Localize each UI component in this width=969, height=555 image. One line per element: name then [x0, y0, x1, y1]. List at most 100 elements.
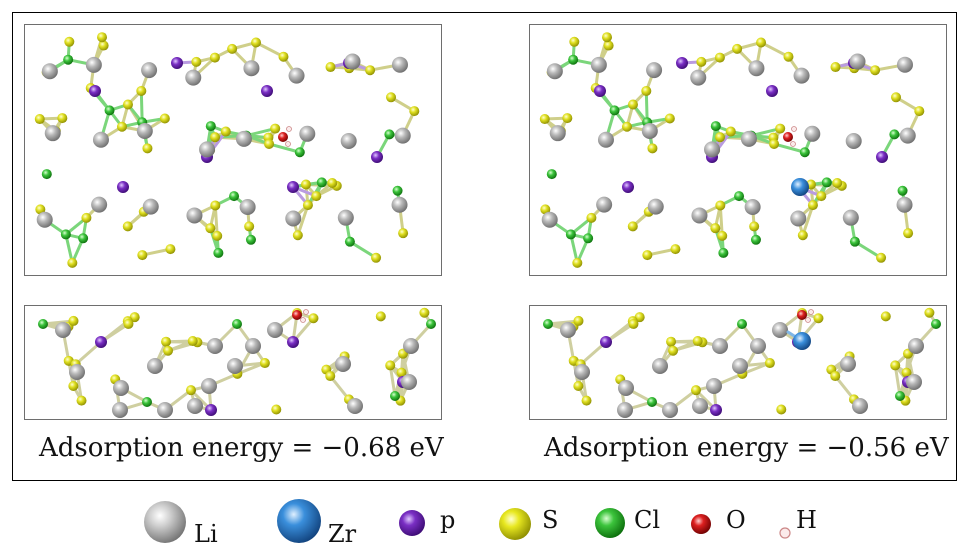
li-atom — [546, 63, 563, 80]
li-atom — [906, 374, 922, 390]
adsorption-energy-label-pure: Adsorption energy = −0.68 eV — [39, 433, 444, 463]
legend-label-cl: Cl — [634, 506, 661, 534]
li-atom — [113, 380, 129, 396]
h-atom — [300, 317, 306, 323]
s-atom — [185, 385, 196, 396]
cl-atom — [799, 147, 810, 158]
s-atom — [717, 230, 728, 241]
s-atom — [715, 200, 726, 211]
s-atom — [586, 212, 597, 223]
h-atom — [791, 126, 797, 132]
li-atom — [790, 210, 807, 227]
legend-label-li: Li — [194, 520, 218, 548]
s-atom — [775, 123, 786, 134]
li-atom — [239, 199, 256, 216]
legend-label-p: p — [440, 506, 456, 534]
cl-atom — [609, 105, 620, 116]
s-atom — [409, 106, 420, 117]
li-atom — [617, 402, 633, 418]
li-atom — [647, 198, 664, 215]
li-atom — [896, 56, 913, 73]
bond — [254, 40, 285, 59]
li-atom — [340, 133, 357, 150]
s-atom — [562, 113, 573, 124]
s-atom — [251, 37, 262, 48]
li-atom — [136, 123, 153, 140]
li-atom — [142, 198, 159, 215]
s-atom — [876, 252, 887, 263]
li-atom — [335, 356, 351, 372]
s-atom — [830, 371, 841, 382]
cl-atom — [543, 319, 553, 329]
cl-atom — [41, 169, 52, 180]
o-atom — [292, 310, 302, 320]
li-atom — [849, 53, 866, 70]
li-atom — [852, 398, 868, 414]
s-atom — [259, 358, 270, 369]
s-atom — [880, 311, 891, 322]
s-atom — [292, 230, 303, 241]
cl-atom — [931, 319, 941, 329]
s-atom — [668, 345, 679, 356]
cl-atom — [895, 391, 905, 401]
li-atom — [55, 322, 71, 338]
p-atom — [287, 181, 299, 193]
o-atom-icon — [691, 514, 711, 534]
s-atom — [97, 32, 108, 43]
bond — [772, 142, 807, 154]
li-atom — [344, 53, 361, 70]
p-atom — [95, 336, 107, 348]
s-atom — [271, 404, 282, 415]
s-atom — [419, 307, 430, 318]
s-atom — [627, 221, 638, 232]
li-atom — [690, 69, 707, 86]
cl-atom — [294, 147, 305, 158]
p-atom — [117, 181, 129, 193]
s-atom — [715, 132, 726, 143]
s-atom — [244, 221, 255, 232]
s-atom — [308, 313, 319, 324]
li-atom — [597, 131, 614, 148]
li-atom — [549, 125, 566, 142]
cl-atom — [384, 129, 395, 140]
h-atom — [285, 141, 291, 147]
li-atom — [793, 67, 810, 84]
li-atom — [804, 125, 821, 142]
s-atom — [749, 221, 760, 232]
s-atom — [187, 336, 198, 347]
s-atom — [627, 99, 638, 110]
cl-atom — [734, 191, 745, 202]
s-atom — [67, 257, 78, 268]
s-atom — [375, 311, 386, 322]
s-atom — [647, 143, 658, 154]
p-atom — [710, 404, 722, 416]
s-atom — [398, 228, 409, 239]
s-atom — [212, 230, 223, 241]
s-atom — [710, 223, 721, 234]
li-atom — [91, 196, 108, 213]
s-atom — [891, 92, 902, 103]
s-atom — [210, 200, 221, 211]
bond — [893, 363, 902, 398]
li-atom — [394, 127, 411, 144]
li-atom — [285, 210, 302, 227]
top-view-panel-zr — [529, 24, 947, 276]
p-atom — [205, 404, 217, 416]
s-atom — [569, 36, 580, 47]
legend-label-s: S — [542, 506, 559, 534]
s-atom — [68, 315, 79, 326]
s-atom — [602, 32, 613, 43]
li-atom — [299, 125, 316, 142]
s-atom — [816, 191, 827, 202]
s-atom — [205, 223, 216, 234]
s-atom — [603, 40, 614, 51]
cl-atom — [205, 121, 216, 132]
s-atom — [540, 204, 551, 215]
zr-atom — [791, 178, 809, 196]
li-atom — [908, 338, 924, 354]
s-atom — [807, 200, 818, 211]
s-atom — [572, 257, 583, 268]
cl-atom — [737, 319, 747, 329]
s-atom — [690, 385, 701, 396]
cl-atom — [897, 185, 908, 196]
